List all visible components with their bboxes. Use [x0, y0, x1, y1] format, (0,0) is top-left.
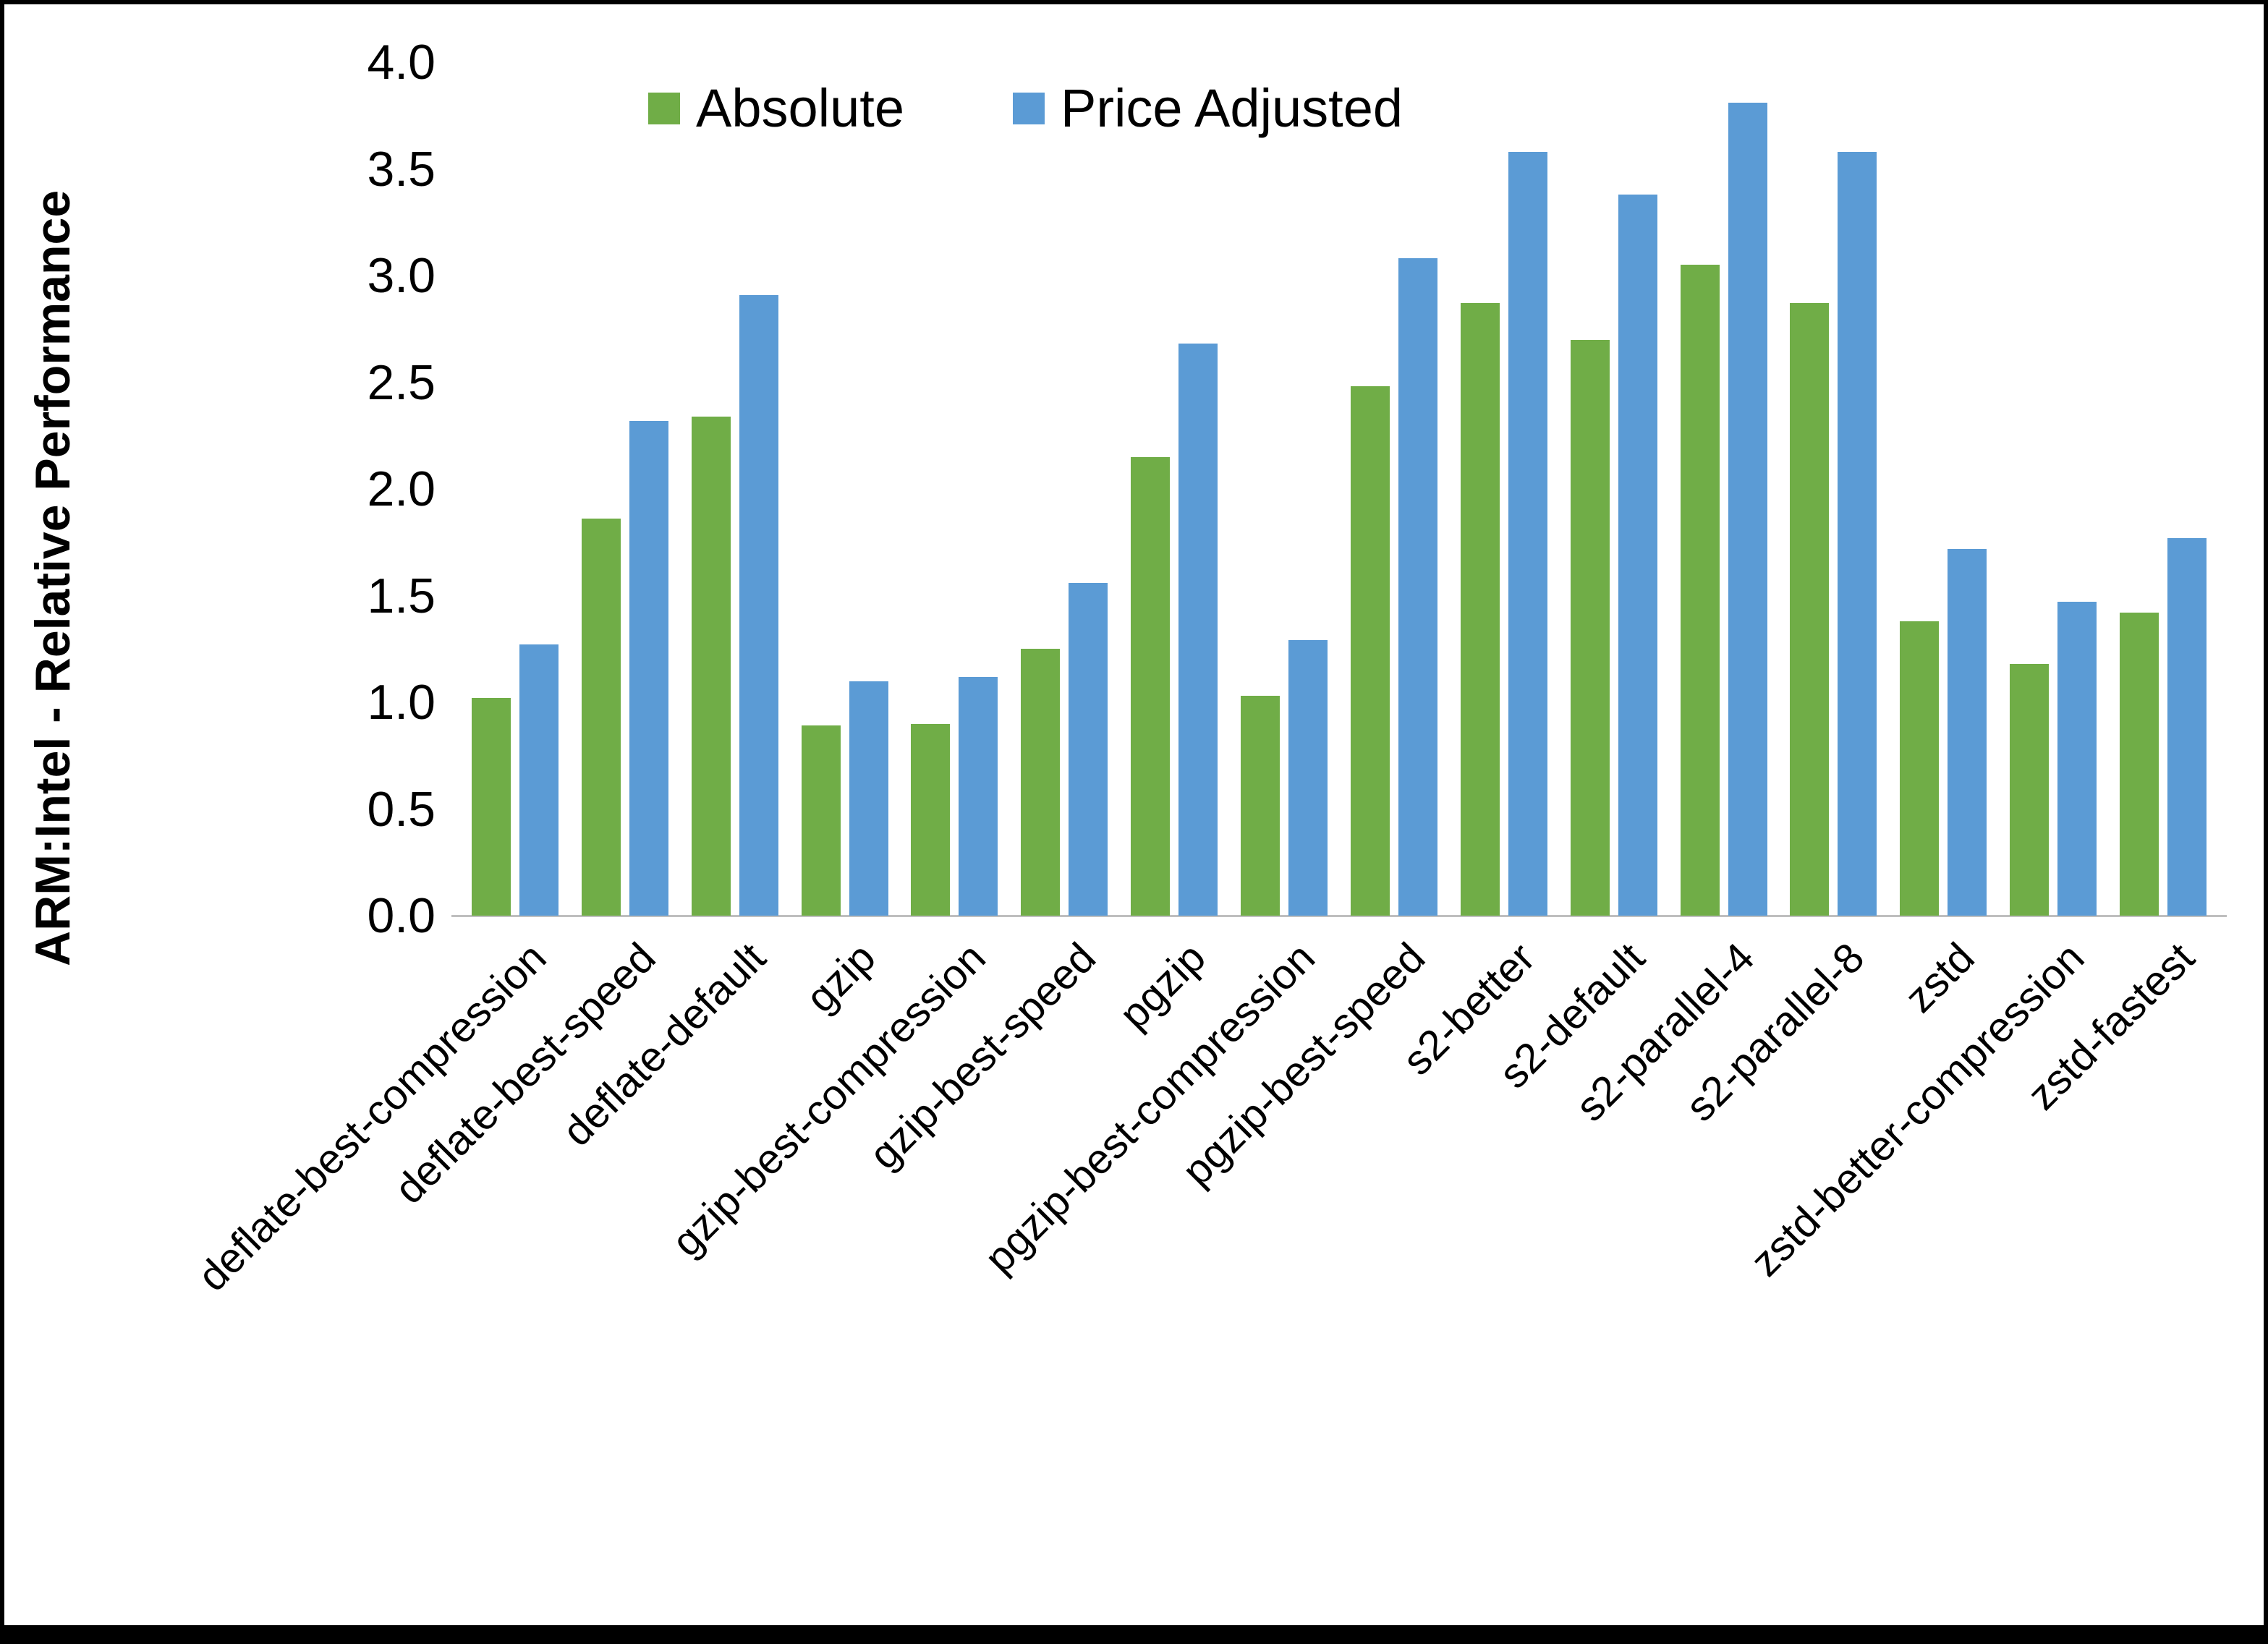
- legend-swatch-absolute: [648, 93, 680, 124]
- bar-price-adjusted: [629, 420, 668, 916]
- bar-absolute: [1790, 303, 1830, 916]
- bar-price-adjusted: [1618, 194, 1657, 916]
- bar-absolute: [1680, 265, 1720, 916]
- bar-price-adjusted: [1948, 548, 1987, 916]
- bar-absolute: [471, 698, 511, 916]
- bar-absolute: [1241, 696, 1280, 916]
- x-axis-label: pgzip: [1110, 934, 1215, 1039]
- y-axis-tick-label: 1.5: [367, 568, 436, 623]
- bar-price-adjusted: [519, 644, 558, 916]
- bar-absolute: [911, 723, 951, 916]
- bar-price-adjusted: [1508, 151, 1547, 916]
- bar-absolute: [691, 416, 731, 916]
- bar-price-adjusted: [1838, 151, 1877, 916]
- y-axis-tick-label: 2.0: [367, 461, 436, 516]
- bar-absolute: [1350, 386, 1390, 916]
- bar-price-adjusted: [2057, 602, 2097, 916]
- y-axis-tick-label: 4.0: [367, 35, 436, 90]
- y-axis-tick-label: 1.0: [367, 675, 436, 730]
- bar-absolute: [801, 725, 841, 916]
- legend-swatch-price-adjusted: [1012, 93, 1045, 124]
- x-axis-label: zstd: [1895, 934, 1984, 1022]
- bar-price-adjusted: [849, 681, 888, 916]
- bar-price-adjusted: [1398, 258, 1437, 916]
- bar-absolute: [1460, 303, 1500, 916]
- bar-absolute: [1021, 649, 1061, 916]
- bar-price-adjusted: [959, 676, 998, 916]
- legend-item-price-adjusted: Price Adjusted: [1012, 78, 1403, 138]
- legend: Absolute Price Adjusted: [648, 80, 1403, 137]
- plot-area: [451, 62, 2227, 917]
- x-axis-line: [451, 915, 2227, 917]
- bar-price-adjusted: [1728, 103, 1767, 916]
- bar-price-adjusted: [739, 294, 778, 916]
- y-axis-tick-label: 0.0: [367, 888, 436, 943]
- bar-absolute: [2120, 613, 2159, 916]
- bar-absolute: [581, 519, 621, 916]
- y-axis-tick-label: 2.5: [367, 354, 436, 410]
- x-axis-label: deflate-default: [553, 934, 775, 1156]
- x-axis-label: gzip: [797, 934, 885, 1022]
- legend-label-price-adjusted: Price Adjusted: [1060, 78, 1403, 138]
- bar-price-adjusted: [1069, 582, 1108, 916]
- bar-absolute: [2010, 663, 2050, 916]
- y-axis-tick-label: 3.5: [367, 141, 436, 197]
- legend-label-absolute: Absolute: [696, 78, 904, 138]
- y-axis-tick-label: 3.0: [367, 248, 436, 303]
- bar-price-adjusted: [2167, 537, 2207, 916]
- bar-price-adjusted: [1178, 344, 1218, 916]
- bar-absolute: [1131, 456, 1171, 916]
- bar-price-adjusted: [1288, 640, 1328, 916]
- bar-absolute: [1900, 621, 1940, 916]
- legend-item-absolute: Absolute: [648, 80, 904, 137]
- y-axis-tick-label: 0.5: [367, 781, 436, 837]
- bar-absolute: [1570, 339, 1610, 916]
